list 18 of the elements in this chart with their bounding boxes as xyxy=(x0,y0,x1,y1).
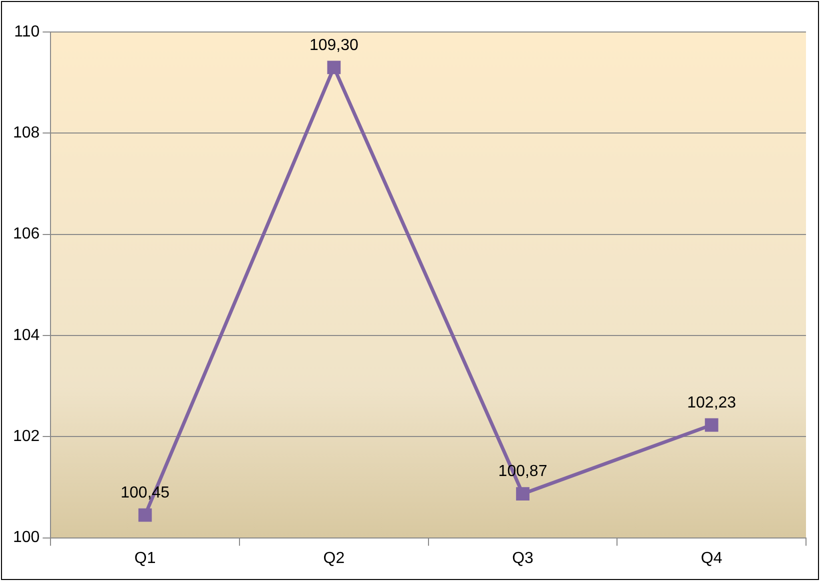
data-label: 102,23 xyxy=(687,394,736,412)
y-tick-label: 106 xyxy=(12,226,40,243)
y-tick-label: 110 xyxy=(14,23,40,40)
x-tick-label: Q3 xyxy=(512,550,534,567)
y-tick-label: 102 xyxy=(12,428,40,446)
y-tick-label: 108 xyxy=(12,124,40,142)
x-tick-label: Q4 xyxy=(700,550,722,567)
y-tick-label: 104 xyxy=(12,326,40,344)
point xyxy=(327,60,341,74)
point xyxy=(516,487,530,500)
data-label: 109,30 xyxy=(309,36,359,54)
data-label: 100,45 xyxy=(120,484,170,502)
y-tick-label: 100 xyxy=(12,529,40,546)
x-tick-label: Q2 xyxy=(323,550,345,567)
point xyxy=(704,418,718,432)
x-tick-label: Q1 xyxy=(134,550,156,567)
point xyxy=(138,508,152,522)
data-label: 100,87 xyxy=(498,463,548,480)
